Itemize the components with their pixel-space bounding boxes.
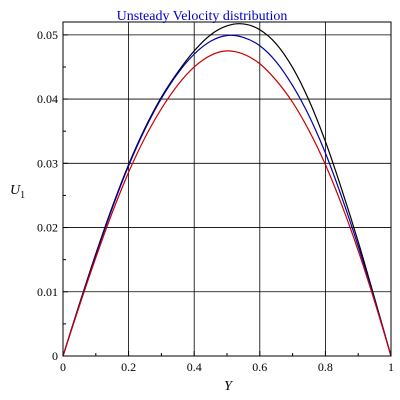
y-tick-label: 0.04 [37,92,58,106]
x-tick-label: 1 [388,360,394,374]
x-tick-label: 0.6 [252,360,267,374]
x-tick-label: 0.8 [318,360,333,374]
x-tick-label: 0.2 [121,360,136,374]
y-tick-label: 0.03 [37,156,58,170]
x-tick-label: 0 [60,360,66,374]
x-axis-label: Y [224,379,234,394]
y-axis-label: U1 [10,183,25,201]
chart-title: Unsteady Velocity distribution [117,9,288,24]
y-tick-label: 0.05 [37,28,58,42]
y-axis-label-sub: 1 [20,190,25,201]
series-line-2 [62,34,392,357]
x-tick-label: 0.4 [187,360,202,374]
series-line-3 [62,50,392,357]
plot-frame [62,21,392,357]
series-lines [62,23,392,357]
y-tick-label: 0 [52,349,58,363]
grid [62,22,392,357]
tick-labels: 0 0.2 0.4 0.6 0.8 1 0 0.01 0.02 0.03 0.04 0.05 [37,28,394,374]
y-tick-label: 0.01 [37,285,58,299]
y-tick-label: 0.02 [37,221,58,235]
y-axis-label-main: U [10,183,21,198]
